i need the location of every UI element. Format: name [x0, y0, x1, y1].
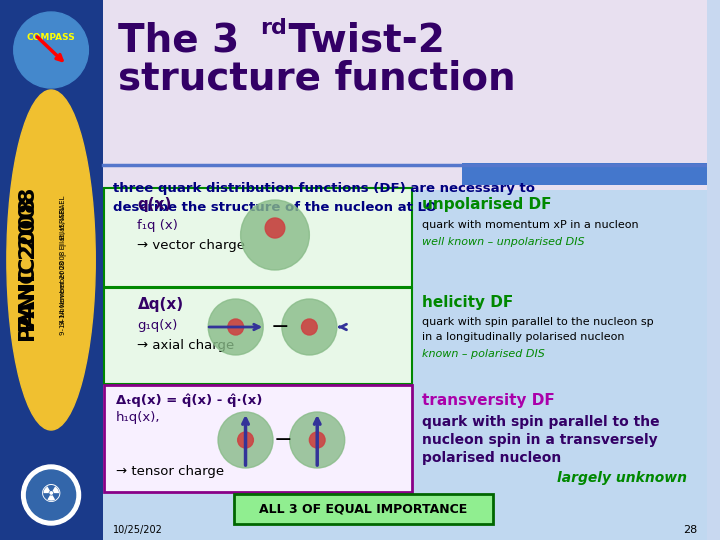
Text: 28: 28	[683, 525, 697, 535]
Text: well known – unpolarised DIS: well known – unpolarised DIS	[423, 237, 585, 247]
Text: Δₜq(x) = q̂̂(x) - q̂·(x): Δₜq(x) = q̂̂(x) - q̂·(x)	[116, 393, 262, 407]
Text: polarised nucleon: polarised nucleon	[423, 451, 562, 465]
Text: three quark distribution functions (DF) are necessary to
describe the structure : three quark distribution functions (DF) …	[113, 182, 535, 214]
Text: 10/25/202: 10/25/202	[113, 525, 163, 535]
Circle shape	[208, 299, 264, 355]
Text: in a longitudinally polarised nucleon: in a longitudinally polarised nucleon	[423, 332, 625, 342]
Circle shape	[228, 319, 243, 335]
FancyBboxPatch shape	[103, 0, 707, 190]
Text: largely unknown: largely unknown	[557, 471, 688, 485]
Text: quark with momentum xP in a nucleon: quark with momentum xP in a nucleon	[423, 220, 639, 230]
Circle shape	[265, 218, 285, 238]
Text: transversity DF: transversity DF	[423, 393, 555, 408]
Text: unpolarised DF: unpolarised DF	[423, 198, 552, 213]
Text: ALL 3 OF EQUAL IMPORTANCE: ALL 3 OF EQUAL IMPORTANCE	[259, 503, 467, 516]
Text: h₁q(x),: h₁q(x),	[116, 411, 161, 424]
Text: PANIC 2008: PANIC 2008	[19, 198, 40, 342]
Circle shape	[302, 319, 318, 335]
Text: known – polarised DIS: known – polarised DIS	[423, 349, 545, 359]
FancyBboxPatch shape	[104, 288, 413, 384]
Text: helicity DF: helicity DF	[423, 295, 513, 310]
Text: → tensor charge: → tensor charge	[116, 465, 224, 478]
Circle shape	[240, 200, 310, 270]
FancyBboxPatch shape	[234, 494, 493, 524]
Text: nucleon spin in a transversely: nucleon spin in a transversely	[423, 433, 658, 447]
Circle shape	[22, 465, 81, 525]
Circle shape	[27, 470, 76, 520]
FancyBboxPatch shape	[103, 180, 707, 540]
Circle shape	[218, 412, 273, 468]
Text: 9-14 November 2008  |  Eilat, ISRAEL: 9-14 November 2008 | Eilat, ISRAEL	[60, 195, 68, 325]
Text: Twist-2: Twist-2	[275, 21, 445, 59]
Ellipse shape	[7, 90, 95, 430]
Text: rd: rd	[260, 18, 287, 38]
FancyBboxPatch shape	[104, 188, 413, 287]
Circle shape	[282, 299, 337, 355]
Text: COMPASS: COMPASS	[27, 32, 76, 42]
Text: structure function: structure function	[118, 59, 516, 97]
Circle shape	[14, 12, 89, 88]
Text: quark with spin parallel to the nucleon sp: quark with spin parallel to the nucleon …	[423, 317, 654, 327]
Text: g₁q(x): g₁q(x)	[138, 319, 178, 332]
Text: ☢: ☢	[40, 483, 62, 507]
FancyBboxPatch shape	[0, 0, 103, 540]
Circle shape	[289, 412, 345, 468]
Circle shape	[310, 432, 325, 448]
Text: The 3: The 3	[118, 21, 239, 59]
FancyBboxPatch shape	[104, 385, 413, 492]
Text: f₁q (x): f₁q (x)	[138, 219, 179, 232]
FancyBboxPatch shape	[462, 163, 707, 185]
Text: → vector charge: → vector charge	[138, 239, 246, 252]
Text: 9-14 November 2008  |  Eilat, ISRAEL: 9-14 November 2008 | Eilat, ISRAEL	[60, 205, 68, 335]
Text: −: −	[274, 430, 292, 450]
Text: q(x): q(x)	[138, 198, 172, 213]
Text: quark with spin parallel to the: quark with spin parallel to the	[423, 415, 660, 429]
Text: → axial charge: → axial charge	[138, 339, 235, 352]
Text: Δq(x): Δq(x)	[138, 298, 184, 313]
FancyBboxPatch shape	[103, 0, 707, 540]
Text: PANIC 2008: PANIC 2008	[19, 188, 40, 332]
Circle shape	[238, 432, 253, 448]
Text: −: −	[271, 317, 289, 337]
